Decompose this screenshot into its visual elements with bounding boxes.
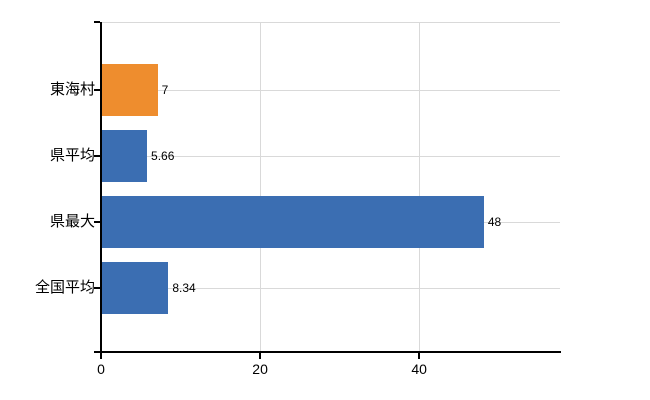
- horizontal-gridline: [102, 89, 560, 91]
- x-tick-label-20: 20: [252, 361, 268, 377]
- y-tick-県最大: [94, 221, 100, 223]
- bar-value-label: 48: [487, 215, 502, 229]
- y-axis-line: [100, 22, 102, 353]
- y-axis-end-tick: [94, 21, 100, 23]
- y-tick-東海村: [94, 89, 100, 91]
- bar-value-label: 8.34: [172, 281, 196, 295]
- category-label-県最大: 県最大: [49, 213, 95, 230]
- x-tick-label-0: 0: [97, 361, 105, 377]
- bar-全国平均: [102, 262, 169, 314]
- y-tick-県平均: [94, 155, 100, 157]
- y-axis-end-tick: [94, 351, 100, 353]
- x-tick-20: [259, 353, 262, 359]
- bar-県平均: [102, 130, 148, 182]
- x-tick-label-40: 40: [411, 361, 427, 377]
- horizontal-gridline: [102, 155, 560, 157]
- value-labels: 7 5.66 48 8.34: [101, 22, 560, 352]
- bar-県最大: [102, 196, 484, 248]
- category-label-東海村: 東海村: [49, 81, 95, 98]
- x-tick-40: [418, 353, 421, 359]
- vertical-gridline-20: [260, 22, 262, 352]
- vertical-gridline-40: [419, 22, 421, 352]
- x-tick-0: [100, 353, 102, 359]
- bar-東海村: [102, 64, 158, 116]
- y-tick-全国平均: [94, 287, 100, 289]
- bars: [101, 22, 560, 352]
- category-label-全国平均: 全国平均: [34, 279, 95, 296]
- category-label-県平均: 県平均: [49, 147, 95, 164]
- x-axis-line: [100, 351, 561, 353]
- bar-value-label: 5.66: [151, 149, 175, 163]
- axis-ticks: [94, 21, 560, 359]
- plot-area: 7 5.66 48 8.34: [94, 21, 561, 359]
- bar-value-label: 7: [161, 83, 169, 97]
- plot-top-border: [101, 22, 560, 23]
- horizontal-gridline: [102, 287, 560, 289]
